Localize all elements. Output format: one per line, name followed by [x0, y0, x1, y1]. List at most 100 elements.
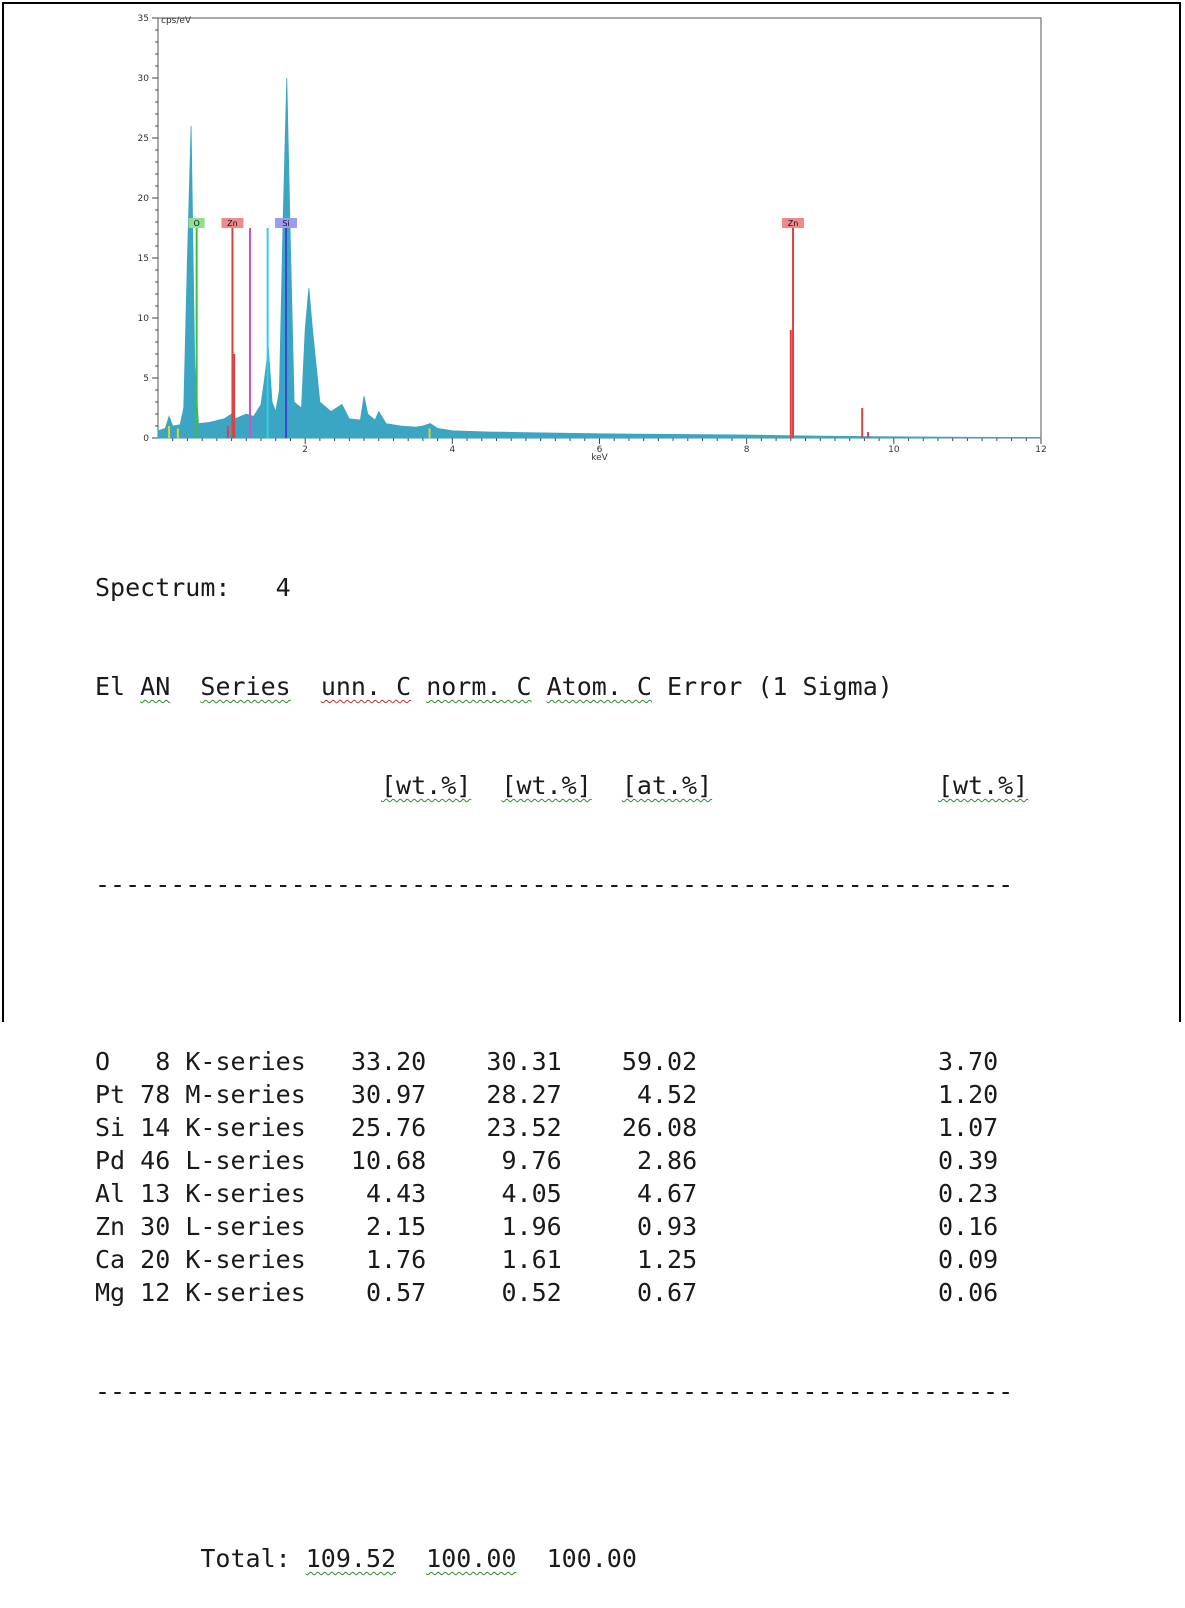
row-series: K-series — [185, 1245, 306, 1274]
row-unn: 2.15 — [365, 1212, 427, 1241]
total-label: Total: — [200, 1544, 291, 1573]
y-tick-label: 15 — [138, 254, 149, 264]
row-atom: 2.86 — [636, 1146, 698, 1175]
table-row: Pd 46 L-series 10.68 9.76 2.86 0.39 — [95, 1144, 1028, 1177]
unit-error: [wt.%] — [937, 771, 1029, 800]
spacer — [95, 1474, 1028, 1476]
spacer — [95, 967, 1028, 979]
table-row: Mg 12 K-series 0.57 0.52 0.67 0.06 — [95, 1276, 1028, 1309]
row-unn: 4.43 — [365, 1179, 427, 1208]
row-atomic-number: 20 — [140, 1245, 171, 1274]
row-error: 1.20 — [937, 1080, 999, 1109]
y-tick-label: 0 — [143, 434, 149, 444]
header-unn: unn. C — [320, 672, 412, 701]
x-tick-label: 6 — [597, 445, 603, 455]
row-atomic-number: 46 — [140, 1146, 171, 1175]
unit-norm: [wt.%] — [501, 771, 592, 800]
header-el: El — [95, 672, 126, 701]
table-row: Al 13 K-series 4.43 4.05 4.67 0.23 — [95, 1177, 1028, 1210]
row-norm: 1.61 — [501, 1245, 562, 1274]
table-row: Si 14 K-series 25.76 23.52 26.08 1.07 — [95, 1111, 1028, 1144]
table-row: Zn 30 L-series 2.15 1.96 0.93 0.16 — [95, 1210, 1028, 1243]
row-atom: 4.67 — [636, 1179, 698, 1208]
table-header: El AN Series unn. C norm. C Atom. C Erro… — [95, 670, 1028, 703]
table-row: Ca 20 K-series 1.76 1.61 1.25 0.09 — [95, 1243, 1028, 1276]
total-norm: 100.00 — [426, 1544, 517, 1573]
row-norm: 1.96 — [501, 1212, 562, 1241]
spectrum-label: Spectrum: — [95, 573, 231, 602]
separator-top: ----------------------------------------… — [95, 870, 1014, 899]
y-tick-label: 35 — [138, 14, 149, 24]
row-error: 0.09 — [938, 1245, 999, 1274]
table-rows: O 8 K-series 33.20 30.31 59.02 3.70 Pt 78… — [95, 1045, 1028, 1309]
row-atom: 0.93 — [636, 1212, 698, 1241]
y-tick-label: 25 — [138, 134, 149, 144]
row-unn: 30.97 — [350, 1080, 427, 1109]
spectrum-title-line: Spectrum: 4 — [95, 571, 1028, 604]
y-axis-label: cps/eV — [161, 16, 192, 26]
row-error: 0.39 — [937, 1146, 999, 1175]
row-element: Mg — [95, 1278, 126, 1307]
row-element: Si — [95, 1113, 126, 1142]
row-element: Pt — [95, 1080, 126, 1109]
row-norm: 28.27 — [486, 1080, 562, 1109]
row-series: K-series — [185, 1278, 306, 1307]
element-badge-label: Zn — [227, 219, 238, 228]
row-element: O — [95, 1047, 111, 1076]
element-badge — [221, 218, 244, 228]
row-norm: 30.31 — [486, 1047, 562, 1076]
row-unn: 25.76 — [350, 1113, 427, 1142]
header-norm: norm. C — [426, 672, 532, 701]
element-badge — [782, 218, 805, 228]
row-error: 3.70 — [938, 1047, 999, 1076]
row-element: Al — [95, 1179, 126, 1208]
row-unn: 33.20 — [350, 1047, 427, 1076]
separator-bottom: ----------------------------------------… — [95, 1377, 1014, 1406]
eds-report: Spectrum: 4 El AN Series unn. C norm. C … — [95, 505, 1028, 1608]
row-error: 0.23 — [938, 1179, 999, 1208]
spectrum-chart: 0 5 10 15 20 25 30 35 2 4 6 8 10 12 keV cps/eV O Zn Si Zn — [100, 10, 1060, 470]
row-norm: 9.76 — [501, 1146, 562, 1175]
element-badge-label: Si — [282, 219, 289, 228]
header-series: Series — [200, 672, 291, 701]
x-tick-label: 2 — [302, 445, 308, 455]
units-header: [wt.%] [wt.%] [at.%] [wt.%] — [95, 769, 1028, 802]
page-frame — [2, 2, 1181, 1022]
unit-atom: [at.%] — [621, 771, 713, 800]
table-row: O 8 K-series 33.20 30.31 59.02 3.70 — [95, 1045, 1028, 1078]
x-axis-label: keV — [591, 453, 608, 463]
row-unn: 0.57 — [365, 1278, 427, 1307]
element-badge — [275, 218, 298, 228]
row-unn: 10.68 — [350, 1146, 427, 1175]
row-atomic-number: 78 — [140, 1080, 171, 1109]
row-atom: 4.52 — [636, 1080, 698, 1109]
row-unn: 1.76 — [365, 1245, 427, 1274]
row-norm: 0.52 — [501, 1278, 562, 1307]
row-series: L-series — [185, 1146, 306, 1175]
row-series: M-series — [185, 1080, 306, 1109]
x-tick-label: 12 — [1035, 445, 1046, 455]
row-atom: 59.02 — [621, 1047, 698, 1076]
row-series: K-series — [185, 1113, 306, 1142]
row-atom: 1.25 — [636, 1245, 698, 1274]
element-badge — [188, 218, 205, 228]
row-atomic-number: 30 — [140, 1212, 171, 1241]
x-tick-label: 8 — [744, 445, 750, 455]
row-atomic-number: 13 — [140, 1179, 171, 1208]
table-row: Pt 78 M-series 30.97 28.27 4.52 1.20 — [95, 1078, 1028, 1111]
row-element: Pd — [95, 1146, 126, 1175]
y-tick-label: 20 — [138, 194, 150, 204]
row-error: 0.16 — [938, 1212, 999, 1241]
row-error: 1.07 — [937, 1113, 999, 1142]
element-badge-label: O — [193, 219, 199, 228]
x-tick-label: 4 — [449, 445, 455, 455]
total-row: Total: 109.52 100.00 100.00 — [95, 1542, 1028, 1575]
row-series: L-series — [185, 1212, 306, 1241]
row-norm: 23.52 — [486, 1113, 562, 1142]
row-element: Ca — [95, 1245, 126, 1274]
total-unn: 109.52 — [305, 1544, 397, 1573]
y-tick-label: 5 — [143, 374, 149, 384]
total-atom: 100.00 — [546, 1544, 637, 1573]
header-error: Error (1 Sigma) — [667, 672, 893, 701]
row-series: K-series — [185, 1047, 306, 1076]
